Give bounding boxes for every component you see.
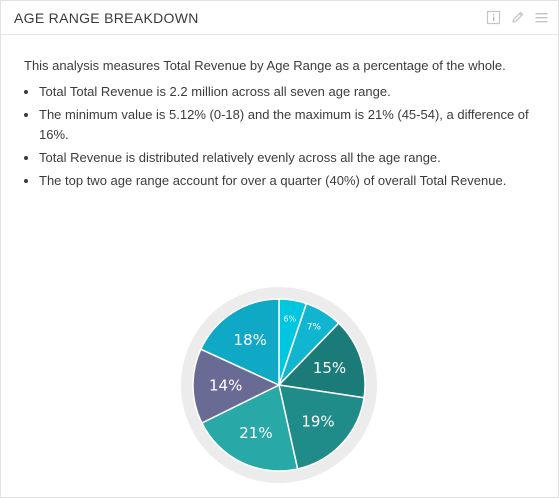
pie-slice-label: 7% (307, 323, 322, 333)
summary-bullet: The top two age range account for over a… (39, 171, 539, 191)
pie-slice-label: 6% (283, 314, 296, 323)
pie-slice[interactable] (192, 348, 281, 425)
summary-text: This analysis measures Total Revenue by … (24, 56, 539, 194)
panel-header: AGE RANGE BREAKDOWN (1, 1, 558, 35)
summary-bullets: Total Total Revenue is 2.2 million acros… (24, 82, 539, 191)
pie-slice-label: 14% (209, 377, 242, 395)
pie-slice[interactable] (200, 383, 299, 472)
pie-slice-label: 18% (234, 331, 267, 349)
info-icon[interactable] (486, 10, 501, 25)
pie-slice[interactable] (277, 322, 366, 399)
summary-bullet: Total Total Revenue is 2.2 million acros… (39, 82, 539, 102)
pie-slice-label: 15% (313, 359, 346, 377)
pie-slice[interactable] (278, 384, 365, 470)
summary-bullet: Total Revenue is distributed relatively … (39, 148, 539, 168)
pencil-icon[interactable] (510, 10, 525, 25)
pie-slice[interactable] (199, 298, 280, 387)
pie-slice-label: 21% (239, 424, 272, 442)
age-range-pie-chart: 6% 7% 15% 19% 21% 14% 18% (181, 287, 377, 483)
summary-bullet: The minimum value is 5.12% (0-18) and th… (39, 105, 539, 145)
header-tools (486, 10, 549, 25)
summary-intro: This analysis measures Total Revenue by … (24, 58, 506, 73)
menu-icon[interactable] (534, 10, 549, 25)
panel-title: AGE RANGE BREAKDOWN (14, 10, 199, 26)
pie-slice-label: 19% (301, 412, 334, 430)
